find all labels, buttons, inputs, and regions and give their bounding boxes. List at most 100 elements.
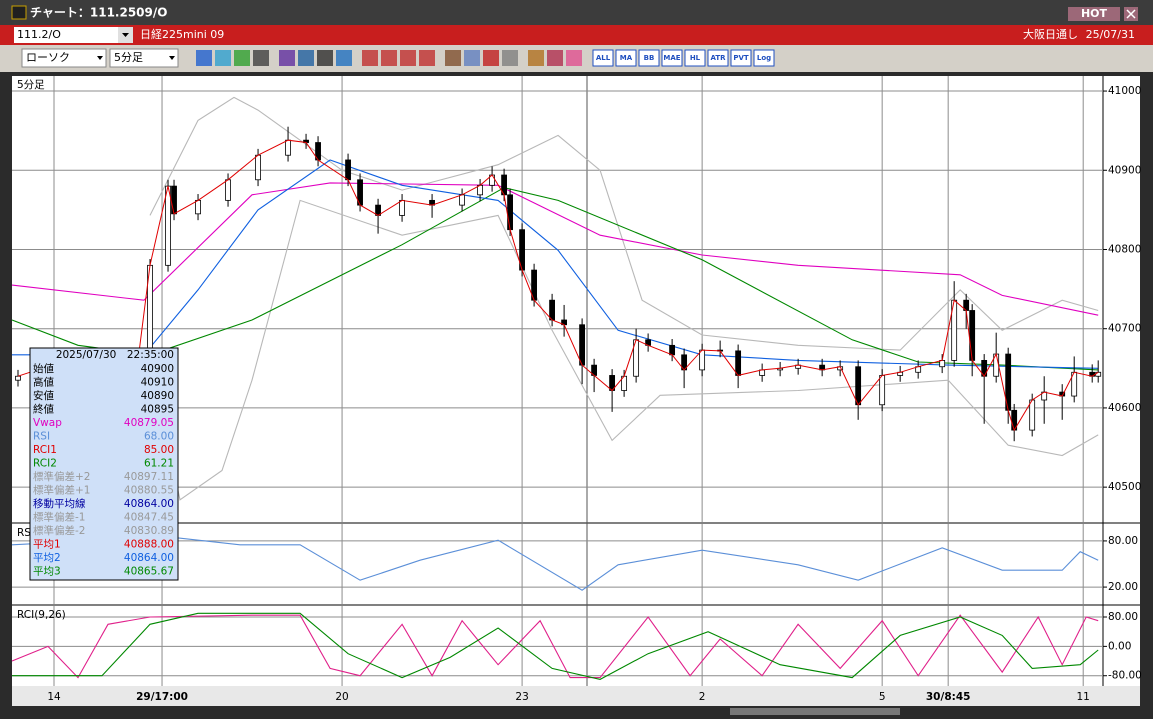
dropdown-arrow <box>97 56 103 60</box>
toolbar-icon[interactable] <box>234 50 250 66</box>
symbol-name: 日経225mini 09 <box>140 28 224 41</box>
candle-body <box>855 366 862 406</box>
info-value: 40910 <box>141 377 174 389</box>
y-tick-label: 40600 <box>1108 402 1141 414</box>
toolbar-icon[interactable] <box>196 50 212 66</box>
info-value: 40890 <box>141 390 174 402</box>
toolbar-button[interactable] <box>753 49 775 67</box>
info-label: 平均1 <box>33 539 61 551</box>
toolbar-icon[interactable] <box>279 50 295 66</box>
toolbar-icon[interactable] <box>336 50 352 66</box>
x-tick-label: 5 <box>879 691 886 703</box>
candle-body <box>345 159 351 181</box>
hot-label: HOT <box>1081 7 1108 20</box>
dropdown-arrow <box>122 33 129 37</box>
toolbar-button-label: HL <box>690 54 701 62</box>
candle-body <box>969 310 976 361</box>
info-label: 移動平均線 <box>33 497 86 510</box>
indicator-line <box>11 534 1099 591</box>
info-value: 85.00 <box>144 444 174 456</box>
indicator-line <box>149 199 1099 501</box>
toolbar-button[interactable] <box>661 49 683 67</box>
plots: 4100040900408004070040600405005分足80.0020… <box>11 76 1142 703</box>
info-label: RCI1 <box>33 444 57 456</box>
panel-label: RCI(9,26) <box>17 609 66 621</box>
info-value: 40900 <box>141 363 174 375</box>
toolbar-button[interactable] <box>592 49 614 67</box>
scrollbar-thumb[interactable] <box>730 708 900 715</box>
toolbar-button[interactable] <box>707 49 729 67</box>
indicator-line <box>11 182 1099 316</box>
plot-area <box>12 76 1103 686</box>
toolbar-icon[interactable] <box>419 50 435 66</box>
toolbar-icon[interactable] <box>400 50 416 66</box>
y-tick-label: 40800 <box>1108 243 1141 255</box>
toolbar-icon[interactable] <box>566 50 582 66</box>
toolbar-icon[interactable] <box>362 50 378 66</box>
info-value: 40880.55 <box>124 485 174 497</box>
toolbar-button-label: MA <box>620 54 633 62</box>
toolbar-icon[interactable] <box>317 50 333 66</box>
toolbar-icon[interactable] <box>381 50 397 66</box>
info-label: 標準偏差+1 <box>33 484 90 497</box>
candle-body <box>171 185 177 215</box>
indicator-line <box>149 96 1099 351</box>
info-value: 40897.11 <box>124 471 174 483</box>
toolbar-button[interactable] <box>638 49 660 67</box>
hot-button[interactable] <box>1068 7 1120 21</box>
toolbar-button[interactable] <box>615 49 637 67</box>
interval-select[interactable] <box>109 48 179 68</box>
y-tick-label: -80.00 <box>1108 670 1142 682</box>
y-tick-label: 80.00 <box>1108 535 1138 547</box>
candle-body <box>669 344 676 356</box>
indicator-line <box>12 612 1099 680</box>
toolbar-button-label: ALL <box>596 54 611 62</box>
candle-body <box>225 179 231 201</box>
toolbar-button[interactable] <box>684 49 706 67</box>
x-tick-label: 29/17:00 <box>136 691 188 703</box>
y-tick-label: 40500 <box>1108 481 1141 493</box>
info-label: 安値 <box>33 389 54 402</box>
toolbar-icon[interactable] <box>445 50 461 66</box>
toolbar-icon[interactable] <box>483 50 499 66</box>
candle-body <box>285 139 291 156</box>
info-label: 始値 <box>33 362 54 375</box>
y-tick-label: 40900 <box>1108 164 1141 176</box>
info-value: 40830.89 <box>124 525 174 537</box>
y-tick-label: 40700 <box>1108 323 1141 335</box>
info-value: 40888.00 <box>124 539 174 551</box>
info-value: 40865.67 <box>124 566 174 578</box>
dropdown-arrow <box>169 56 175 60</box>
info-value: 61.21 <box>144 458 174 470</box>
x-tick-label: 2 <box>699 691 706 703</box>
symbol-input[interactable] <box>14 27 118 43</box>
chart-type-select[interactable] <box>21 48 107 68</box>
info-value: 68.00 <box>144 431 174 443</box>
candle-body <box>15 375 21 381</box>
info-label: 終値 <box>33 403 54 416</box>
toolbar-icon[interactable] <box>464 50 480 66</box>
toolbar-icon[interactable] <box>502 50 518 66</box>
toolbar-icon[interactable] <box>298 50 314 66</box>
toolbar-icon[interactable] <box>215 50 231 66</box>
title-bar <box>0 0 1153 25</box>
info-timestamp: 2025/07/30 22:35:00 <box>56 349 174 361</box>
toolbar-button-label: Log <box>757 54 771 62</box>
toolbar-icon[interactable] <box>547 50 563 66</box>
info-label: 高値 <box>33 376 54 389</box>
candle-body <box>507 194 513 231</box>
info-label: RCI2 <box>33 458 57 470</box>
x-tick-label: 23 <box>515 691 528 703</box>
y-tick-label: 80.00 <box>1108 611 1138 623</box>
info-value: 40895 <box>141 404 174 416</box>
candle-body <box>459 194 465 206</box>
x-tick-label: 20 <box>335 691 348 703</box>
app-icon <box>11 5 27 20</box>
toolbar-icon[interactable] <box>253 50 269 66</box>
toolbar-button[interactable] <box>730 49 752 67</box>
toolbar-icon[interactable] <box>528 50 544 66</box>
info-box: 2025/07/30 22:35:00 始値 40900 高値 40910 安値 4089… <box>29 347 179 581</box>
candle-body <box>579 324 586 366</box>
date: 25/07/31 <box>1086 28 1135 41</box>
info-label: 標準偏差-2 <box>33 524 85 537</box>
